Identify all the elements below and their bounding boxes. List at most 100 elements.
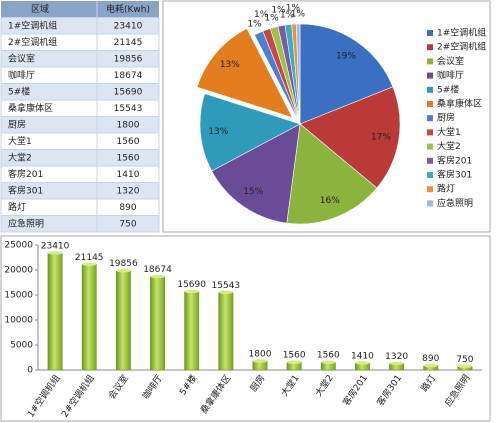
table-cell: 2#空调机组 xyxy=(8,36,57,48)
y-tick-label: 0 xyxy=(27,366,33,376)
bar xyxy=(150,276,165,371)
legend-swatch xyxy=(427,44,433,51)
y-tick-label: 20000 xyxy=(4,266,33,276)
bar xyxy=(184,291,200,371)
bar-value: 750 xyxy=(456,355,473,365)
table-cell: 大堂1 xyxy=(8,135,32,147)
table-cell: 1560 xyxy=(117,137,140,147)
pie-slice xyxy=(299,23,394,125)
table-cell: 大堂2 xyxy=(8,151,32,163)
pie-label: 19% xyxy=(336,52,356,62)
bar-top xyxy=(423,363,438,368)
legend-label: 2#空调机组 xyxy=(437,41,486,53)
bar-top xyxy=(252,359,268,363)
legend-label: 咖啡厅 xyxy=(437,69,464,81)
legend-label: 桑拿康体区 xyxy=(437,98,482,110)
table-cell: 19856 xyxy=(114,54,143,64)
legend-label: 1#空调机组 xyxy=(437,27,486,39)
bar-top xyxy=(184,289,199,294)
y-tick-label: 25000 xyxy=(4,241,33,251)
table-cell: 23410 xyxy=(114,21,143,31)
legend-swatch xyxy=(427,200,433,207)
legend-swatch xyxy=(427,143,433,150)
legend-label: 大堂1 xyxy=(437,126,461,138)
table-cell: 1410 xyxy=(117,170,140,180)
table-header: 电耗(Kwh) xyxy=(106,3,150,15)
pie-label: 16% xyxy=(320,196,340,206)
bar-top xyxy=(150,274,165,279)
pie-slice xyxy=(295,23,301,125)
pie-label: 1% xyxy=(254,10,269,20)
bar-value: 19856 xyxy=(109,259,138,269)
table-cell: 1560 xyxy=(117,153,140,163)
table-cell: 21145 xyxy=(114,38,143,48)
bar-value: 890 xyxy=(422,354,439,364)
legend-swatch xyxy=(427,186,433,193)
y-tick-label: 10000 xyxy=(4,316,33,326)
table-cell: 1320 xyxy=(117,186,140,196)
table-cell: 路灯 xyxy=(8,201,26,213)
table-cell: 15690 xyxy=(114,87,143,97)
legend-swatch xyxy=(427,172,433,178)
bar-value: 1800 xyxy=(249,350,272,360)
pie-label: 1% xyxy=(271,6,286,16)
legend-label: 路灯 xyxy=(437,183,455,195)
pie-label: 1% xyxy=(286,4,301,14)
pie-label: 13% xyxy=(208,127,228,137)
bar-value: 1560 xyxy=(283,351,306,361)
bar xyxy=(218,292,234,371)
pie-label: 1% xyxy=(264,13,279,23)
bar xyxy=(115,270,131,371)
bar-value: 23410 xyxy=(41,241,70,251)
bar-top xyxy=(355,361,370,365)
legend-label: 5#楼 xyxy=(437,83,459,95)
table-cell: 厨房 xyxy=(8,118,26,130)
pie-slice xyxy=(286,123,378,225)
pie-label: 1% xyxy=(247,19,262,29)
bar-value: 15690 xyxy=(177,280,206,290)
bar-value: 21145 xyxy=(75,253,104,263)
bar-top xyxy=(116,268,131,273)
bar xyxy=(81,264,97,371)
legend-swatch xyxy=(427,72,433,79)
legend-label: 厨房 xyxy=(437,112,455,124)
table-cell: 应急照明 xyxy=(8,217,44,229)
bar-top xyxy=(389,361,404,366)
bar-value: 1410 xyxy=(351,351,374,361)
pie-slice xyxy=(196,28,293,119)
table-header: 区域 xyxy=(31,3,49,15)
table-cell: 会议室 xyxy=(8,52,35,64)
pie-slice xyxy=(299,86,401,189)
bar-top xyxy=(457,364,473,369)
bar-top xyxy=(321,360,336,365)
y-tick-label: 15000 xyxy=(4,291,33,301)
pie-label: 15% xyxy=(243,187,263,197)
bar-value: 1560 xyxy=(317,351,340,361)
table-cell: 890 xyxy=(119,203,136,213)
bar-top xyxy=(218,290,234,295)
table-header-bg xyxy=(1,1,159,18)
pie-label: 13% xyxy=(220,60,240,70)
legend-label: 客房201 xyxy=(437,154,472,166)
pie-label: 17% xyxy=(371,132,391,142)
table-cell: 1800 xyxy=(117,120,140,130)
legend-swatch xyxy=(427,157,433,164)
legend-label: 会议室 xyxy=(437,55,464,67)
legend-label: 客房301 xyxy=(437,169,472,181)
legend-swatch xyxy=(427,30,433,36)
legend-swatch xyxy=(427,58,433,65)
legend-swatch xyxy=(427,86,433,93)
table-cell: 18674 xyxy=(114,71,143,81)
pie-slice xyxy=(211,123,301,224)
table-cell: 15543 xyxy=(114,104,143,114)
legend-swatch xyxy=(427,129,433,136)
table-cell: 750 xyxy=(119,219,136,229)
legend-swatch xyxy=(427,101,433,107)
table-cell: 1#空调机组 xyxy=(8,19,57,31)
bar-top xyxy=(47,251,63,255)
pie-label: 1% xyxy=(280,10,295,20)
legend-label: 应急照明 xyxy=(437,197,473,209)
bar-value: 18674 xyxy=(143,265,172,275)
table-cell: 客房301 xyxy=(8,184,43,196)
